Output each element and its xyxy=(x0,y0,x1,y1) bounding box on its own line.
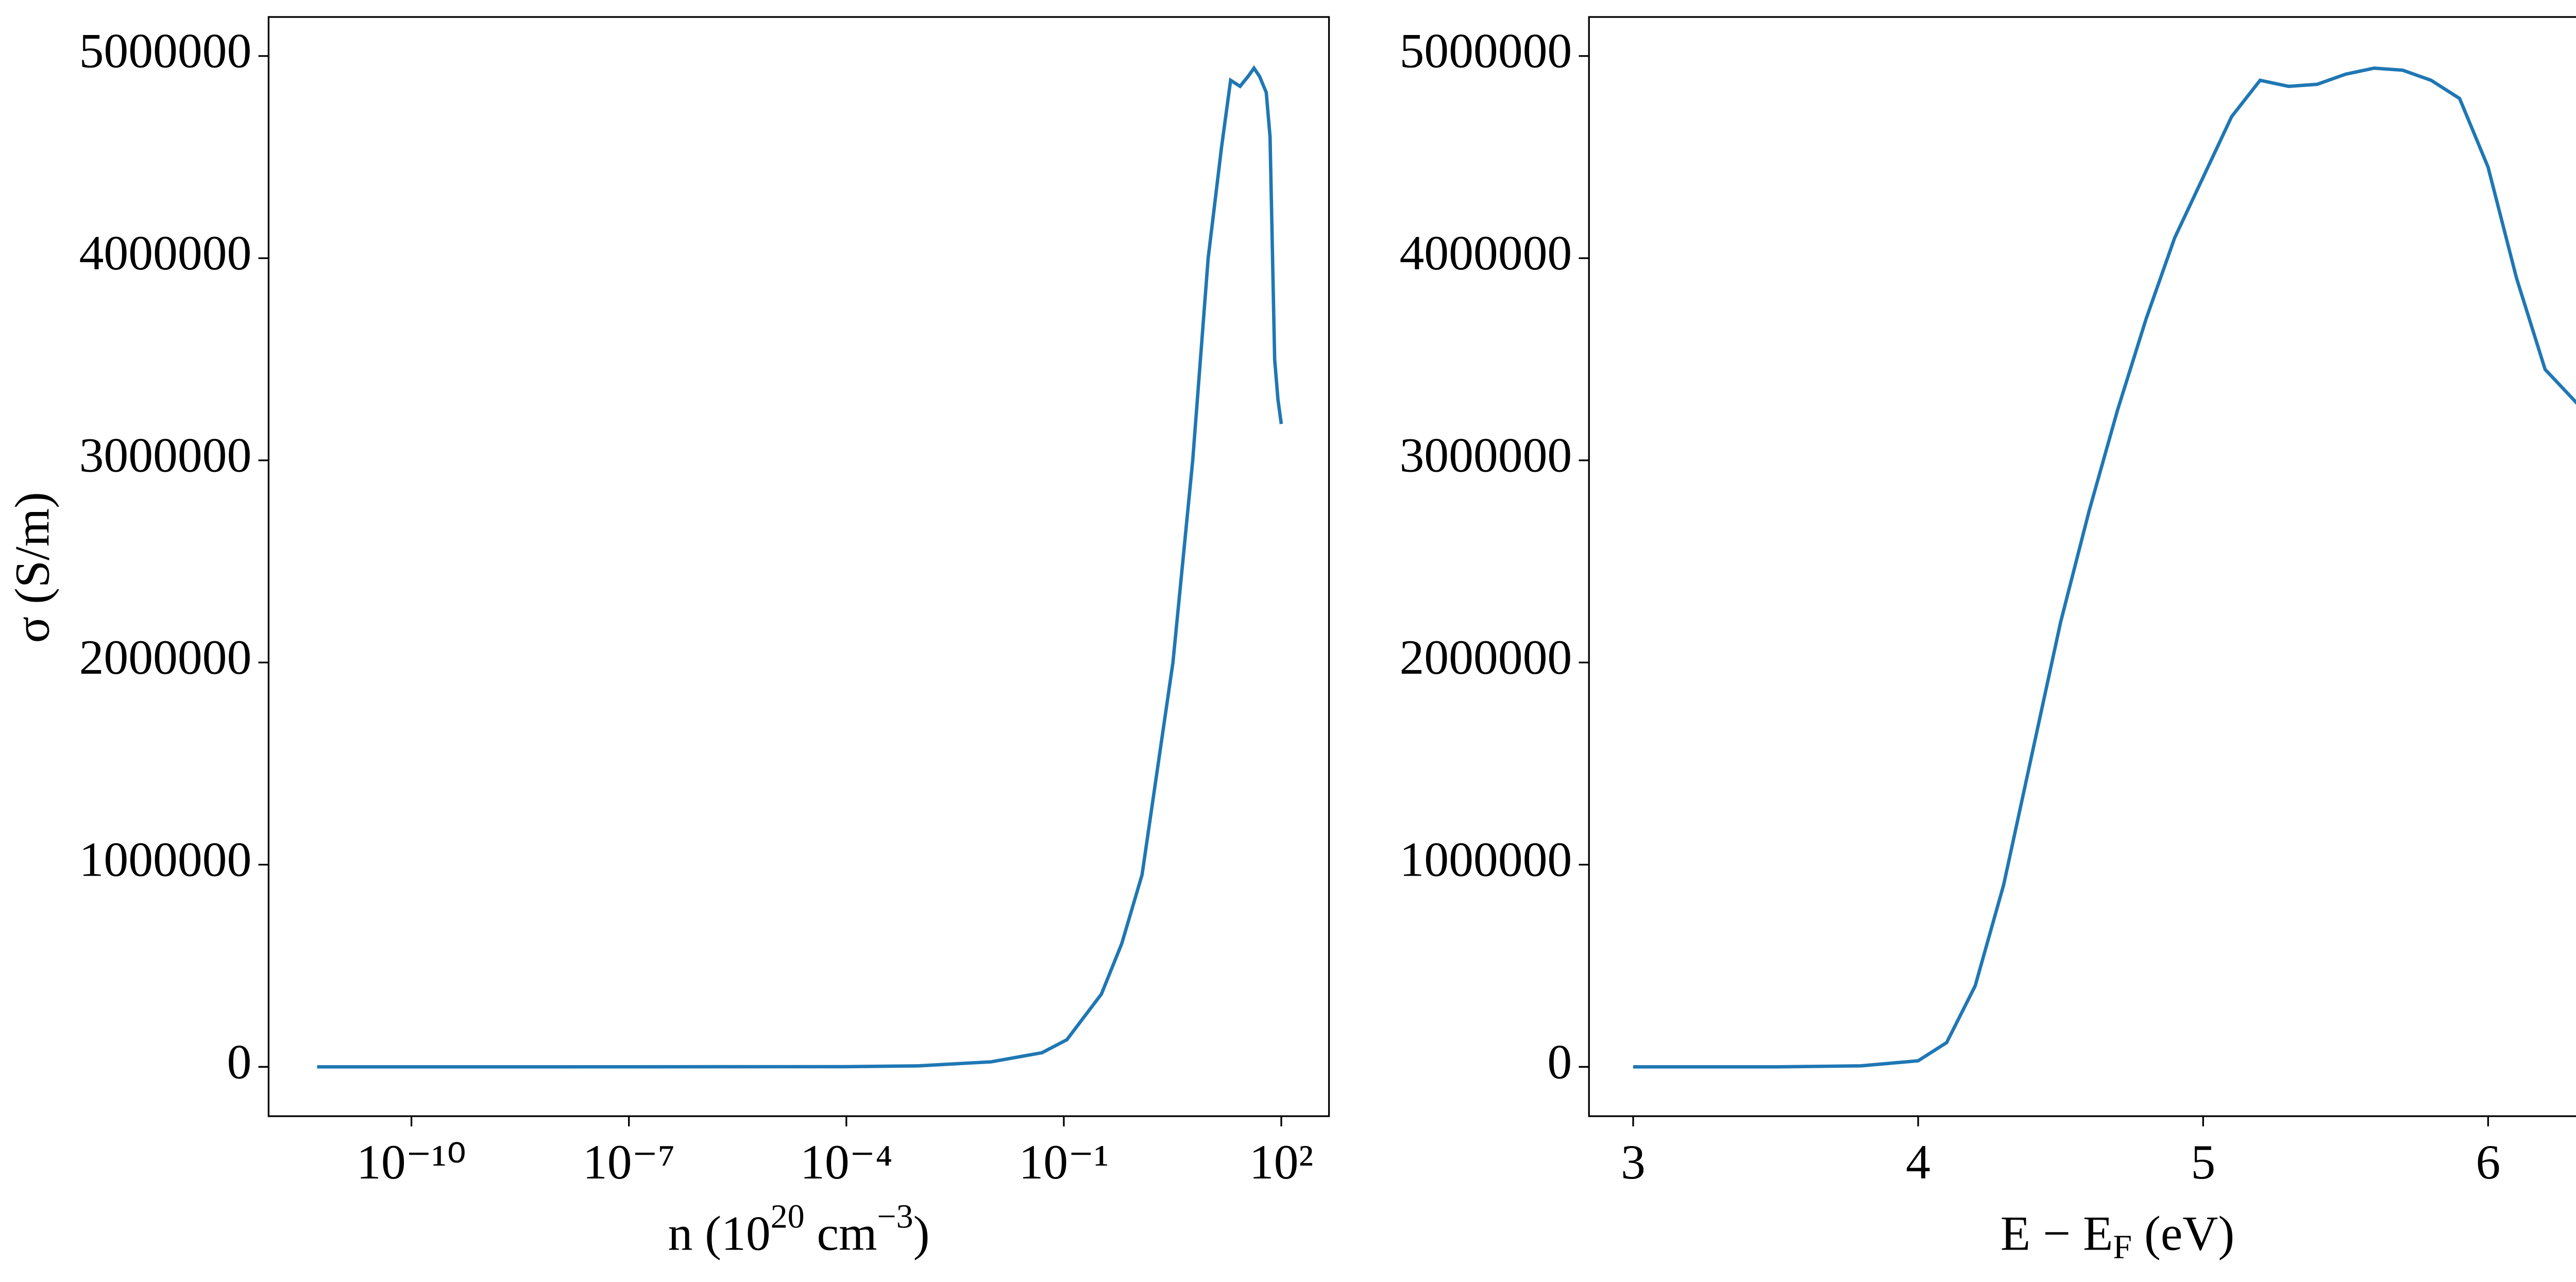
y-tick-label: 0 xyxy=(227,1034,252,1089)
x-axis-label-part: ) xyxy=(913,1206,930,1261)
y-axis-label: σ (S/m) xyxy=(5,492,60,643)
y-tick-label: 3000000 xyxy=(1399,428,1572,483)
x-tick-label: 10⁻¹⁰ xyxy=(357,1135,466,1189)
x-axis-label-part: n (10 xyxy=(668,1206,770,1261)
y-tick-label: 2000000 xyxy=(1399,630,1572,685)
plot-frame xyxy=(267,16,1330,1117)
x-tick-label: 10² xyxy=(1249,1135,1313,1189)
y-tick-label: 1000000 xyxy=(79,832,252,887)
x-axis-label-part: E − E xyxy=(2001,1206,2113,1261)
x-tick-label: 5 xyxy=(2191,1135,2215,1189)
x-axis-label-part: cm xyxy=(805,1206,877,1261)
x-tick-label: 10⁻⁷ xyxy=(583,1135,675,1189)
x-tick-label: 10⁻¹ xyxy=(1019,1135,1109,1189)
x-axis-label-part: 20 xyxy=(771,1198,805,1235)
x-axis-label-part: −3 xyxy=(877,1198,913,1235)
x-tick-label: 10⁻⁴ xyxy=(800,1135,892,1189)
y-tick-label: 2000000 xyxy=(79,630,252,685)
y-tick-label: 0 xyxy=(1547,1034,1572,1089)
y-tick-label: 4000000 xyxy=(79,226,252,280)
x-axis-label: n (1020 cm−3) xyxy=(668,1198,929,1260)
x-tick-label: 6 xyxy=(2476,1135,2500,1189)
x-tick-label: 4 xyxy=(1906,1135,1930,1189)
y-tick-label: 5000000 xyxy=(79,24,252,78)
x-tick-label: 3 xyxy=(1621,1135,1646,1189)
x-axis-label-part: (eV) xyxy=(2132,1206,2234,1261)
y-tick-label: 4000000 xyxy=(1399,226,1572,280)
plot-frame xyxy=(1588,16,2576,1117)
x-axis-label: E − EF (eV) xyxy=(2001,1206,2234,1266)
y-tick-label: 1000000 xyxy=(1399,832,1572,887)
x-axis-label-part: F xyxy=(2113,1228,2132,1266)
data-line xyxy=(1633,66,2576,1069)
data-line xyxy=(317,65,1283,1069)
y-tick-label: 5000000 xyxy=(1399,24,1572,78)
y-tick-label: 3000000 xyxy=(79,428,252,483)
